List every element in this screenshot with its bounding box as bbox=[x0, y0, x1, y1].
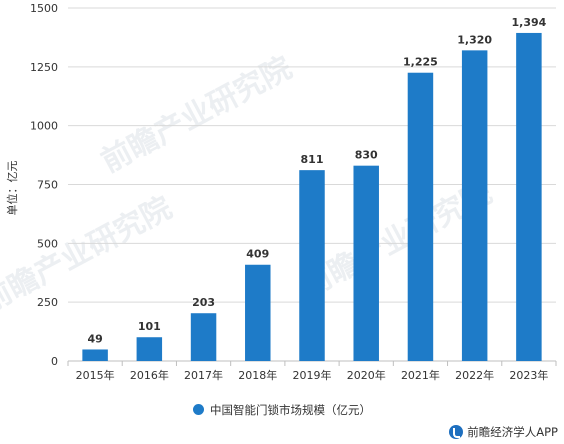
bar bbox=[461, 50, 488, 362]
y-tick-label: 1500 bbox=[30, 2, 58, 15]
y-tick-label: 250 bbox=[37, 296, 58, 309]
data-label: 830 bbox=[355, 149, 378, 162]
data-label: 101 bbox=[138, 320, 161, 333]
bar bbox=[190, 313, 217, 361]
data-label: 203 bbox=[192, 296, 215, 309]
x-tick-label: 2019年 bbox=[293, 368, 332, 382]
brand-logo-icon bbox=[449, 425, 464, 439]
legend-label: 中国智能门锁市场规模（亿元） bbox=[210, 403, 371, 417]
x-tick-label: 2016年 bbox=[130, 368, 169, 382]
x-tick-label: 2021年 bbox=[401, 368, 440, 382]
x-tick-label: 2020年 bbox=[347, 368, 386, 382]
bars bbox=[82, 32, 542, 362]
bar bbox=[516, 32, 542, 361]
legend: 中国智能门锁市场规模（亿元） bbox=[0, 402, 564, 418]
y-tick-label: 500 bbox=[37, 237, 58, 250]
bar bbox=[407, 72, 434, 361]
bar bbox=[299, 170, 325, 361]
data-label: 1,320 bbox=[457, 33, 492, 46]
y-tick-label: 750 bbox=[37, 179, 58, 192]
x-tick-label: 2017年 bbox=[184, 368, 223, 382]
x-tick-label: 2022年 bbox=[455, 368, 494, 382]
data-label: 1,394 bbox=[511, 16, 546, 29]
x-tick-label: 2015年 bbox=[76, 368, 115, 382]
bar bbox=[82, 349, 108, 361]
legend-marker bbox=[193, 404, 204, 415]
bar bbox=[353, 165, 379, 361]
x-tick-label: 2018年 bbox=[238, 368, 277, 382]
brand-text: 前瞻经济学人APP bbox=[467, 425, 558, 439]
y-axis-title: 单位：亿元 bbox=[5, 161, 19, 216]
brand-footer: 前瞻经济学人APP bbox=[449, 424, 558, 440]
data-label: 409 bbox=[246, 248, 269, 261]
bar bbox=[245, 264, 271, 361]
x-tick-label: 2023年 bbox=[509, 368, 548, 382]
axes: 0 250 500 750 1000 1250 1500 2015年 2016年 2017年 201… bbox=[30, 2, 557, 382]
bar bbox=[136, 337, 163, 361]
data-label: 49 bbox=[87, 332, 102, 345]
labels: 49 101 203 409 811 830 1,225 1,320 1,394 bbox=[87, 16, 546, 346]
data-label: 811 bbox=[301, 153, 324, 166]
data-label: 1,225 bbox=[403, 56, 438, 69]
bar-chart: 0 250 500 750 1000 1250 1500 2015年 2016年 2017年 201… bbox=[5, 2, 557, 382]
y-tick-label: 1000 bbox=[30, 120, 58, 133]
y-tick-label: 1250 bbox=[30, 61, 58, 74]
y-tick-label: 0 bbox=[51, 355, 58, 368]
